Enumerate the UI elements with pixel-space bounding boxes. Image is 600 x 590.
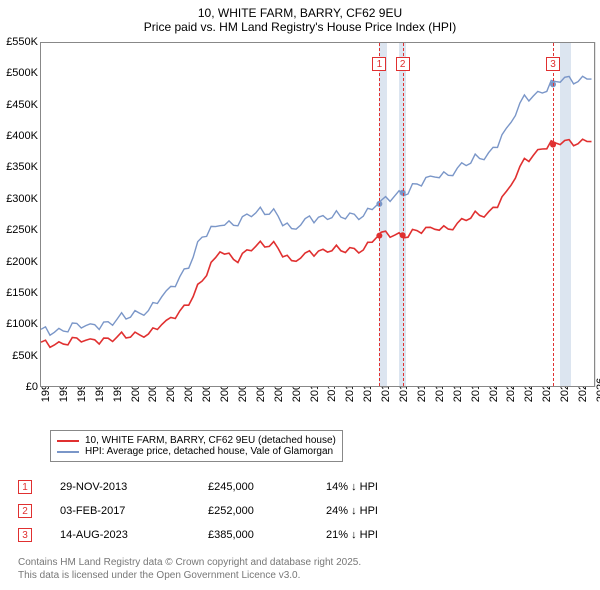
transaction-delta: 21% ↓ HPI — [326, 529, 378, 541]
x-gridline — [595, 42, 596, 387]
y-axis-label: £50K — [0, 350, 38, 362]
event-marker-flag: 1 — [372, 57, 386, 71]
y-axis-label: £350K — [0, 161, 38, 173]
footer-line2: This data is licensed under the Open Gov… — [18, 569, 361, 582]
transaction-flag: 3 — [18, 528, 32, 542]
chart-title-line2: Price paid vs. HM Land Registry's House … — [0, 20, 600, 34]
y-axis-label: £300K — [0, 193, 38, 205]
legend-swatch — [57, 440, 79, 442]
transaction-date: 29-NOV-2013 — [60, 481, 180, 493]
transaction-row: 2 03-FEB-2017 £252,000 24% ↓ HPI — [18, 502, 378, 520]
y-axis-label: £100K — [0, 318, 38, 330]
transaction-delta: 14% ↓ HPI — [326, 481, 378, 493]
transaction-price: £245,000 — [208, 481, 298, 493]
event-marker-flag: 2 — [396, 57, 410, 71]
chart-lines — [41, 43, 594, 386]
transaction-row: 1 29-NOV-2013 £245,000 14% ↓ HPI — [18, 478, 378, 496]
y-axis-label: £250K — [0, 224, 38, 236]
event-marker-line — [403, 43, 404, 386]
chart-title-line1: 10, WHITE FARM, BARRY, CF62 9EU — [0, 6, 600, 20]
legend-label: 10, WHITE FARM, BARRY, CF62 9EU (detache… — [85, 435, 336, 446]
transaction-row: 3 14-AUG-2023 £385,000 21% ↓ HPI — [18, 526, 378, 544]
event-marker-line — [553, 43, 554, 386]
transactions-table: 1 29-NOV-2013 £245,000 14% ↓ HPI 2 03-FEB-201… — [18, 478, 378, 550]
y-axis-label: £550K — [0, 36, 38, 48]
transaction-date: 03-FEB-2017 — [60, 505, 180, 517]
transaction-flag: 1 — [18, 480, 32, 494]
transaction-price: £385,000 — [208, 529, 298, 541]
legend-item: 10, WHITE FARM, BARRY, CF62 9EU (detache… — [57, 435, 336, 446]
footer-attribution: Contains HM Land Registry data © Crown c… — [18, 556, 361, 582]
event-marker-flag: 3 — [546, 57, 560, 71]
footer-line1: Contains HM Land Registry data © Crown c… — [18, 556, 361, 569]
legend-item: HPI: Average price, detached house, Vale… — [57, 446, 336, 457]
transaction-delta: 24% ↓ HPI — [326, 505, 378, 517]
chart-plot-area: 12 3 — [40, 42, 595, 387]
y-axis-label: £400K — [0, 130, 38, 142]
legend-swatch — [57, 451, 79, 453]
y-axis-label: £450K — [0, 99, 38, 111]
y-axis-label: £0 — [0, 381, 38, 393]
transaction-price: £252,000 — [208, 505, 298, 517]
transaction-flag: 2 — [18, 504, 32, 518]
chart-legend: 10, WHITE FARM, BARRY, CF62 9EU (detache… — [50, 430, 343, 462]
legend-label: HPI: Average price, detached house, Vale… — [85, 446, 333, 457]
y-axis-label: £200K — [0, 256, 38, 268]
event-marker-line — [379, 43, 380, 386]
transaction-date: 14-AUG-2023 — [60, 529, 180, 541]
y-axis-label: £500K — [0, 67, 38, 79]
y-axis-label: £150K — [0, 287, 38, 299]
chart-series-line — [41, 76, 592, 335]
